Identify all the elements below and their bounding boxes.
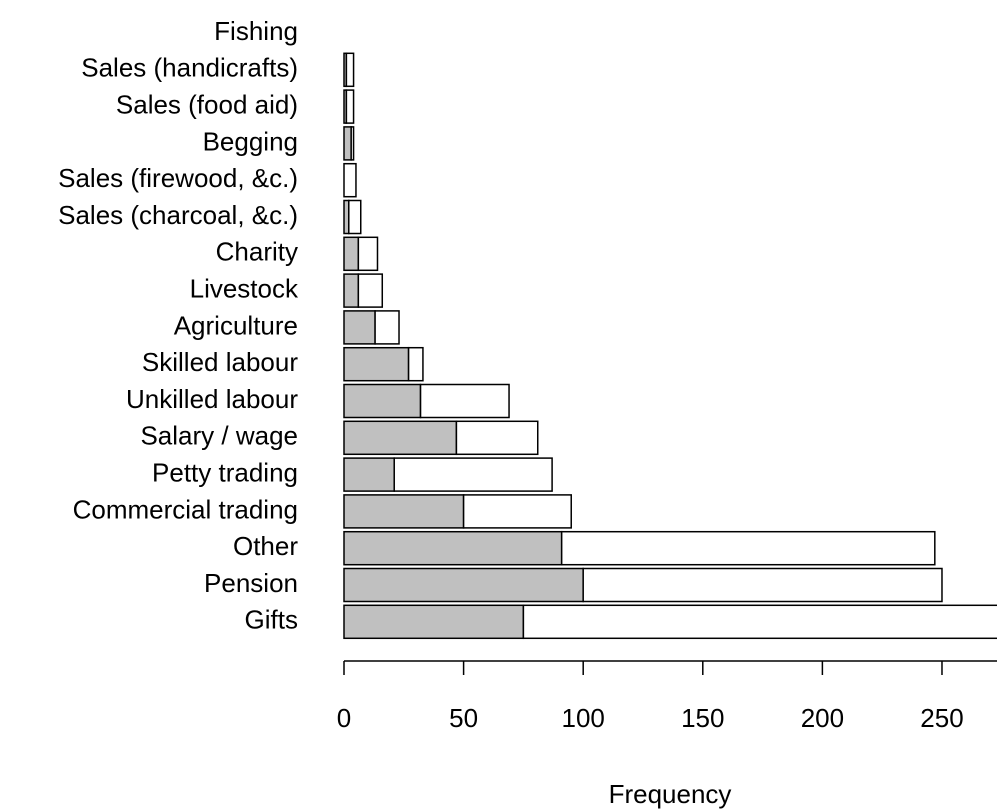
bar-segment [343,494,465,529]
bar-segment [343,604,525,640]
bar-segment [357,236,379,272]
bar-segment [374,310,400,345]
x-tick-label: 50 [449,703,478,733]
bar-segment [343,273,360,308]
bar-segment [343,126,352,161]
y-tick-label: Skilled labour [142,347,298,377]
bar-segment [345,89,355,124]
x-tick-label: 150 [681,703,724,733]
y-tick-label: Sales (firewood, &c.) [58,163,298,193]
y-tick-label: Sales (handicrafts) [81,53,298,83]
bar-segment [343,567,584,603]
y-tick-label: Charity [216,237,298,267]
bar-segment [407,346,424,382]
bar-segment [462,494,572,529]
y-tick-label: Gifts [245,605,298,635]
y-tick-label: Commercial trading [73,494,298,524]
y-tick-label: Other [233,531,298,561]
y-tick-label: Sales (charcoal, &c.) [58,200,298,230]
bar-segment [348,199,362,235]
y-tick-label: Begging [203,126,298,156]
bar-segment [343,530,563,566]
y-tick-label: Fishing [214,16,298,46]
bar-segment [343,383,422,419]
bar-segment [419,383,510,419]
bar-segment [343,162,357,198]
bar-segment [345,52,355,88]
bar-segment [357,273,384,308]
bar-segment [343,346,410,382]
bar-segment [343,420,458,456]
x-tick-label: 250 [920,703,963,733]
y-tick-label: Unkilled labour [126,384,298,414]
y-tick-label: Livestock [190,273,299,303]
bar-segment [343,310,376,345]
bar-segment [343,457,395,492]
bar-segment [343,236,360,272]
bar-segment [560,530,936,566]
x-axis-label: Frequency [609,779,732,809]
bar-segment [522,604,997,640]
bar-segment [393,457,553,492]
y-tick-label: Salary / wage [140,421,298,451]
bar-segment [455,420,539,456]
y-tick-label: Pension [204,568,298,598]
y-tick-label: Petty trading [152,457,298,487]
x-tick-label: 0 [337,703,351,733]
x-tick-label: 100 [561,703,604,733]
y-tick-label: Agriculture [174,310,298,340]
bar-segment [582,567,943,603]
y-tick-label: Sales (food aid) [116,89,298,119]
bar-segment [350,126,355,161]
x-tick-label: 200 [801,703,844,733]
